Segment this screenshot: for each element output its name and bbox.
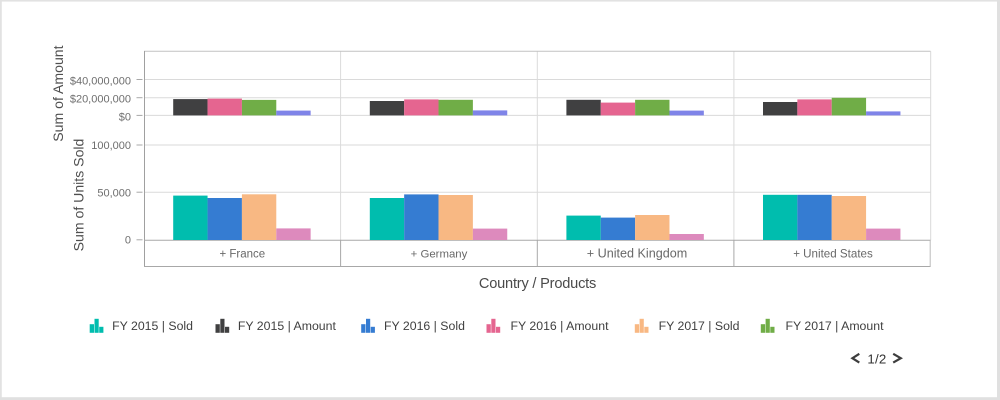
svg-text:FY 2016 | Sold: FY 2016 | Sold <box>384 319 465 333</box>
svg-text:Sum of Units Sold: Sum of Units Sold <box>71 139 87 252</box>
svg-text:FY 2015 | Amount: FY 2015 | Amount <box>238 319 337 333</box>
svg-text:1/2: 1/2 <box>867 351 886 366</box>
svg-text:50,000: 50,000 <box>97 187 131 199</box>
svg-text:0: 0 <box>125 235 131 247</box>
svg-text:100,000: 100,000 <box>91 140 131 152</box>
svg-text:FY 2017 | Amount: FY 2017 | Amount <box>786 319 885 333</box>
svg-text:Sum of Amount: Sum of Amount <box>50 45 66 141</box>
svg-text:+ United Kingdom: + United Kingdom <box>587 247 687 261</box>
svg-text:+ United States: + United States <box>793 248 873 261</box>
svg-text:FY 2015 | Sold: FY 2015 | Sold <box>112 319 193 333</box>
svg-text:$20,000,000: $20,000,000 <box>70 94 131 106</box>
svg-text:$0: $0 <box>119 111 131 123</box>
svg-text:FY 2017 | Sold: FY 2017 | Sold <box>659 319 740 333</box>
svg-text:+ France: + France <box>219 249 265 261</box>
svg-text:FY 2016 | Amount: FY 2016 | Amount <box>511 319 610 333</box>
svg-text:+ Germany: + Germany <box>411 249 468 261</box>
svg-text:$40,000,000: $40,000,000 <box>70 75 131 87</box>
svg-text:Country / Products: Country / Products <box>479 276 596 292</box>
